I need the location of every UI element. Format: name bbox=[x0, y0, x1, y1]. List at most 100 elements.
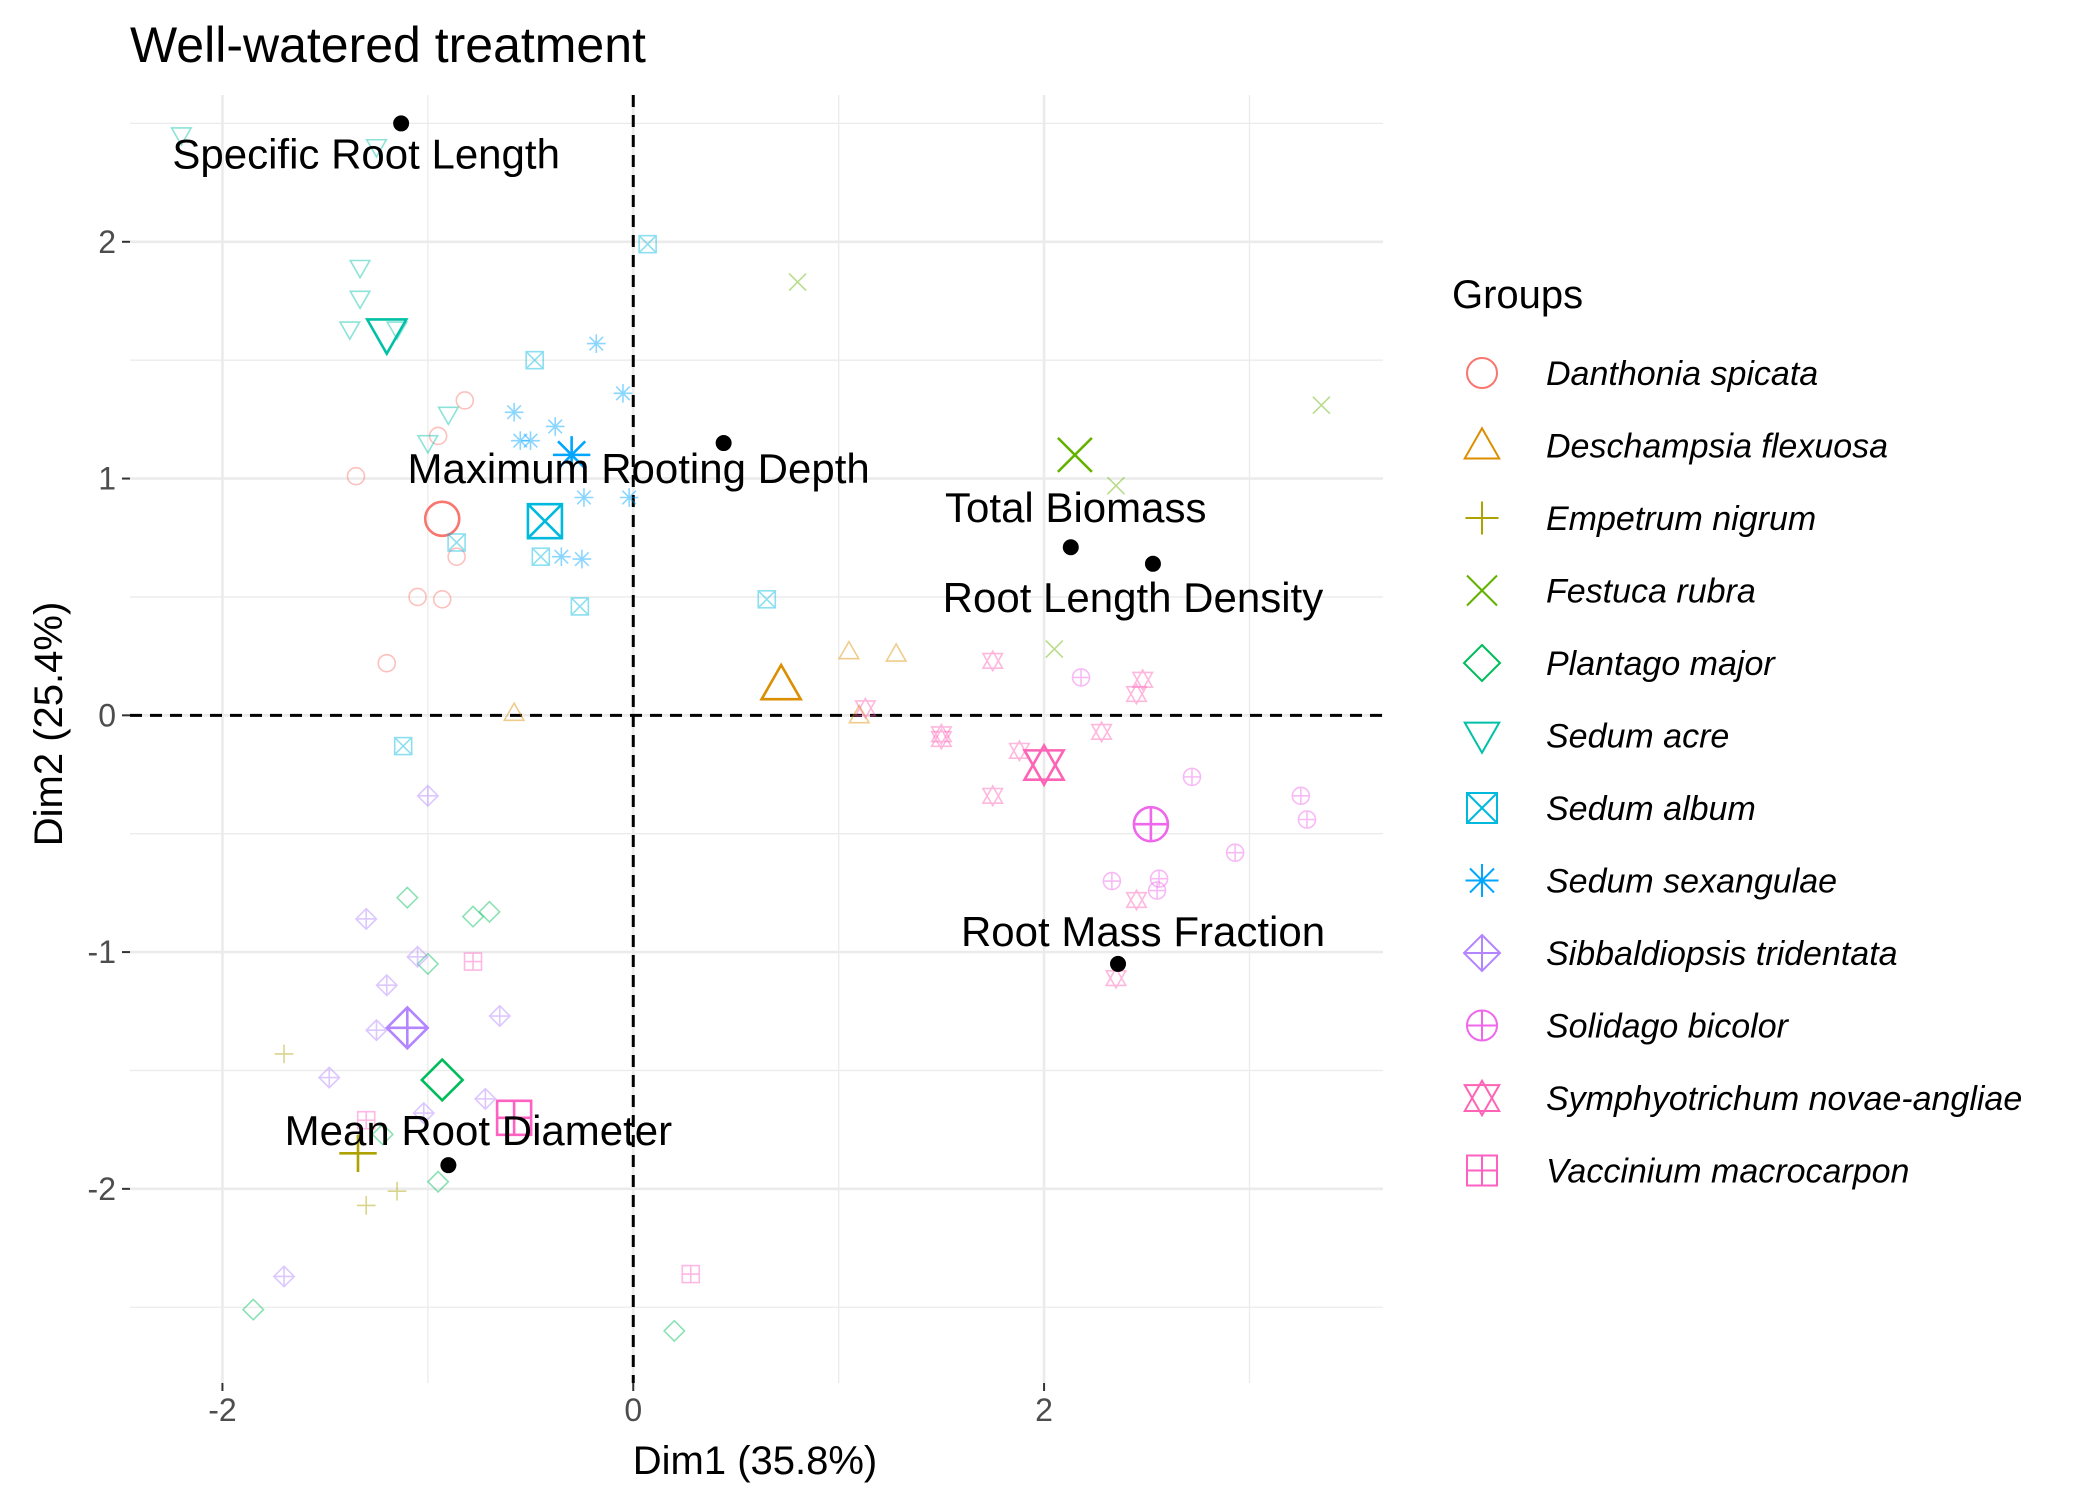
data-point bbox=[572, 549, 592, 569]
data-point bbox=[1291, 786, 1311, 806]
data-point bbox=[393, 736, 413, 756]
legend-label: Empetrum nigrum bbox=[1546, 500, 1816, 538]
data-point bbox=[412, 1101, 436, 1125]
variable-dot bbox=[715, 435, 732, 452]
x-axis-title: Dim1 (35.8%) bbox=[633, 1439, 878, 1483]
group-centroid bbox=[385, 1005, 430, 1051]
data-point bbox=[428, 426, 448, 446]
data-point bbox=[170, 127, 193, 147]
y-tick-label: -2 bbox=[88, 1171, 116, 1207]
data-point bbox=[981, 649, 1004, 673]
data-point bbox=[930, 727, 953, 751]
data-point bbox=[757, 590, 777, 609]
y-tick-label: 1 bbox=[98, 461, 116, 497]
legend-label: Plantago major bbox=[1546, 645, 1776, 683]
variable-label: Maximum Rooting Depth bbox=[408, 445, 870, 492]
data-point bbox=[510, 431, 530, 451]
data-point bbox=[531, 547, 551, 566]
group-centroid bbox=[552, 436, 591, 474]
group-centroid bbox=[423, 500, 461, 538]
axes: -2 0 2 -2 -1 0 1 2 bbox=[88, 224, 1053, 1428]
data-point bbox=[619, 488, 639, 507]
data-point bbox=[638, 234, 657, 254]
legend-label: Sibbaldiopsis tridentata bbox=[1546, 935, 1898, 973]
data-point bbox=[525, 350, 544, 370]
legend-key bbox=[1466, 574, 1498, 607]
data-point bbox=[432, 590, 452, 609]
data-point bbox=[885, 642, 908, 662]
x-tick-label: -2 bbox=[208, 1392, 236, 1428]
group-centroid bbox=[1022, 742, 1066, 788]
data-point bbox=[463, 952, 483, 971]
data-point bbox=[1090, 720, 1113, 744]
y-tick-label: 2 bbox=[98, 224, 116, 260]
group-centroid bbox=[419, 1057, 465, 1103]
legend-key bbox=[1466, 1009, 1498, 1042]
data-point bbox=[395, 886, 419, 909]
data-point bbox=[317, 1066, 341, 1089]
data-point bbox=[1125, 888, 1148, 912]
data-point bbox=[552, 547, 571, 567]
data-point bbox=[1102, 871, 1122, 891]
legend-key bbox=[1462, 933, 1502, 973]
data-point bbox=[574, 488, 594, 507]
data-point bbox=[681, 1264, 701, 1284]
data-point bbox=[545, 417, 565, 436]
data-point bbox=[1297, 810, 1317, 829]
data-point bbox=[1312, 396, 1331, 415]
data-point bbox=[365, 1018, 388, 1042]
variable-label: Specific Root Length bbox=[172, 130, 560, 177]
data-point bbox=[521, 431, 540, 451]
legend-key bbox=[1466, 1154, 1498, 1187]
variable-dot bbox=[1110, 955, 1127, 972]
data-point bbox=[474, 1087, 497, 1111]
x-tick-label: 2 bbox=[1035, 1392, 1053, 1428]
data-point bbox=[1071, 668, 1091, 687]
variable-dot bbox=[440, 1157, 457, 1174]
data-point bbox=[461, 905, 485, 928]
group-centroid bbox=[1132, 805, 1170, 843]
legend-label: Sedum album bbox=[1546, 790, 1756, 828]
data-point bbox=[375, 973, 399, 997]
data-point bbox=[346, 466, 366, 486]
group-centroid bbox=[759, 662, 803, 701]
data-point bbox=[502, 701, 526, 722]
group-centroid bbox=[495, 1099, 533, 1137]
data-point bbox=[488, 1004, 512, 1028]
y-axis-title: Dim2 (25.4%) bbox=[27, 602, 71, 847]
data-point bbox=[241, 1298, 265, 1321]
legend-label: Festuca rubra bbox=[1546, 573, 1756, 611]
y-tick-label: -1 bbox=[88, 934, 116, 970]
data-point bbox=[408, 587, 427, 607]
data-point bbox=[930, 722, 953, 746]
variable-label: Total Biomass bbox=[945, 484, 1206, 531]
data-point bbox=[1147, 881, 1167, 900]
data-point bbox=[663, 1319, 686, 1343]
legend-key bbox=[1462, 643, 1502, 683]
legend-title: Groups bbox=[1452, 273, 1583, 317]
legend-key bbox=[1463, 426, 1501, 460]
legend-label: Vaccinium macrocarpon bbox=[1546, 1153, 1909, 1191]
variable-dot bbox=[1144, 555, 1161, 572]
group-centroid bbox=[364, 318, 409, 357]
data-point bbox=[416, 952, 440, 976]
data-point bbox=[348, 259, 372, 280]
group-centroid bbox=[1056, 436, 1093, 473]
data-point bbox=[426, 1170, 450, 1194]
data-point bbox=[504, 402, 524, 422]
data-point bbox=[356, 1196, 376, 1215]
data-point bbox=[854, 696, 877, 720]
legend-label: Sedum sexangulae bbox=[1546, 863, 1837, 901]
data-point bbox=[377, 653, 397, 673]
data-point bbox=[447, 533, 466, 552]
legend-label: Danthonia spicata bbox=[1546, 355, 1818, 393]
variable-label: Mean Root Diameter bbox=[285, 1107, 673, 1154]
data-point bbox=[1225, 843, 1245, 862]
data-point bbox=[416, 784, 440, 808]
data-point bbox=[365, 138, 388, 159]
data-point bbox=[348, 290, 372, 311]
data-point bbox=[406, 945, 429, 969]
variable-label: Root Length Density bbox=[943, 574, 1324, 621]
group-centroid bbox=[339, 1134, 377, 1173]
